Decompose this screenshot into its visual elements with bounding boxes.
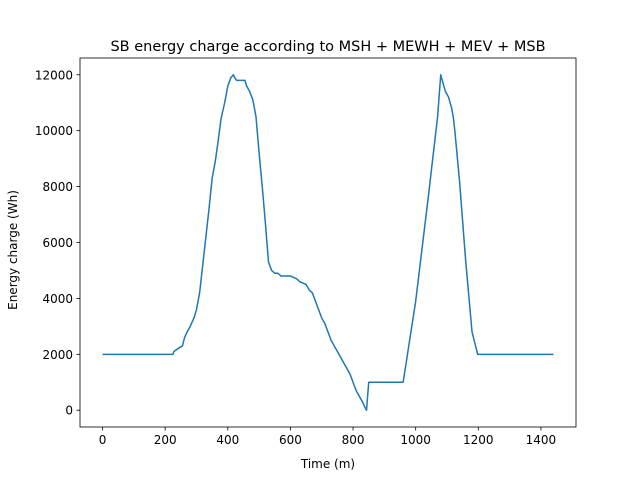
y-tick-label: 12000 bbox=[35, 68, 73, 82]
x-tick-label: 400 bbox=[216, 433, 239, 447]
x-tick-label: 1400 bbox=[526, 433, 557, 447]
y-tick-label: 8000 bbox=[42, 180, 73, 194]
y-tick-label: 6000 bbox=[42, 236, 73, 250]
series-line-0 bbox=[102, 74, 554, 411]
y-axis-label: Energy charge (Wh) bbox=[6, 190, 20, 310]
x-axis-label: Time (m) bbox=[300, 457, 355, 471]
chart-title: SB energy charge according to MSH + MEWH… bbox=[110, 39, 545, 55]
y-tick-label: 2000 bbox=[42, 348, 73, 362]
x-tick-label: 1200 bbox=[463, 433, 494, 447]
y-tick-label: 0 bbox=[65, 404, 73, 418]
x-tick-label: 1000 bbox=[400, 433, 431, 447]
x-tick-label: 200 bbox=[154, 433, 177, 447]
x-tick-label: 600 bbox=[279, 433, 302, 447]
x-tick-label: 800 bbox=[342, 433, 365, 447]
y-tick-label: 10000 bbox=[35, 124, 73, 138]
y-tick-label: 4000 bbox=[42, 292, 73, 306]
x-tick-label: 0 bbox=[99, 433, 107, 447]
plot-area: 0 200 400 600 800 1000 1200 1400 0 2000 4000 6000 80… bbox=[35, 57, 577, 447]
